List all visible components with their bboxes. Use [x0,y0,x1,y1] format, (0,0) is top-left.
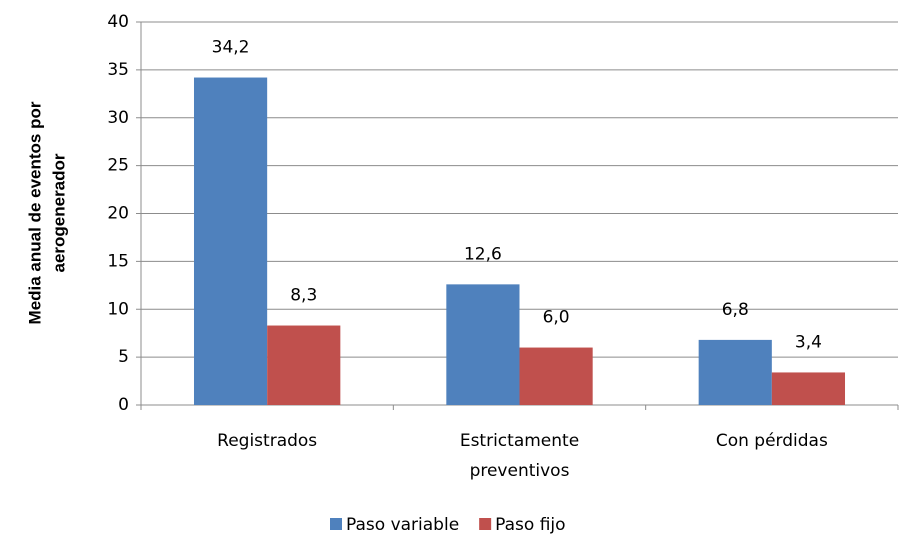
y-tick-label: 5 [118,347,129,367]
legend-label: Paso fijo [495,515,565,535]
bar [698,339,772,405]
bar [446,284,520,405]
bar [267,325,341,405]
x-tick-label: Estrictamente preventivos [460,431,579,481]
value-label: 6,0 [543,308,570,328]
y-tick-label: 25 [107,156,129,176]
value-label: 6,8 [722,300,749,320]
y-axis-label: Media anual de eventos por [25,101,44,324]
value-label: 12,6 [464,244,502,264]
legend-swatch [479,518,492,530]
bar [193,77,268,405]
legend-swatch [330,518,342,530]
bar [771,372,846,405]
bar [519,347,593,405]
y-tick-label: 30 [107,108,129,128]
y-tick-label: 35 [107,60,129,80]
value-label: 8,3 [290,286,317,306]
x-tick-label: Con pérdidas [716,431,828,451]
y-tick-label: 20 [107,204,129,224]
y-tick-label: 40 [107,12,129,32]
y-tick-label: 10 [107,299,129,319]
value-label: 34,2 [212,38,250,58]
x-tick-label: Registrados [217,431,317,451]
value-label: 3,4 [795,332,822,352]
y-tick-label: 15 [107,251,129,271]
y-axis-label: aerogenerador [49,153,68,272]
y-tick-label: 0 [118,395,129,415]
legend-label: Paso variable [346,515,459,535]
